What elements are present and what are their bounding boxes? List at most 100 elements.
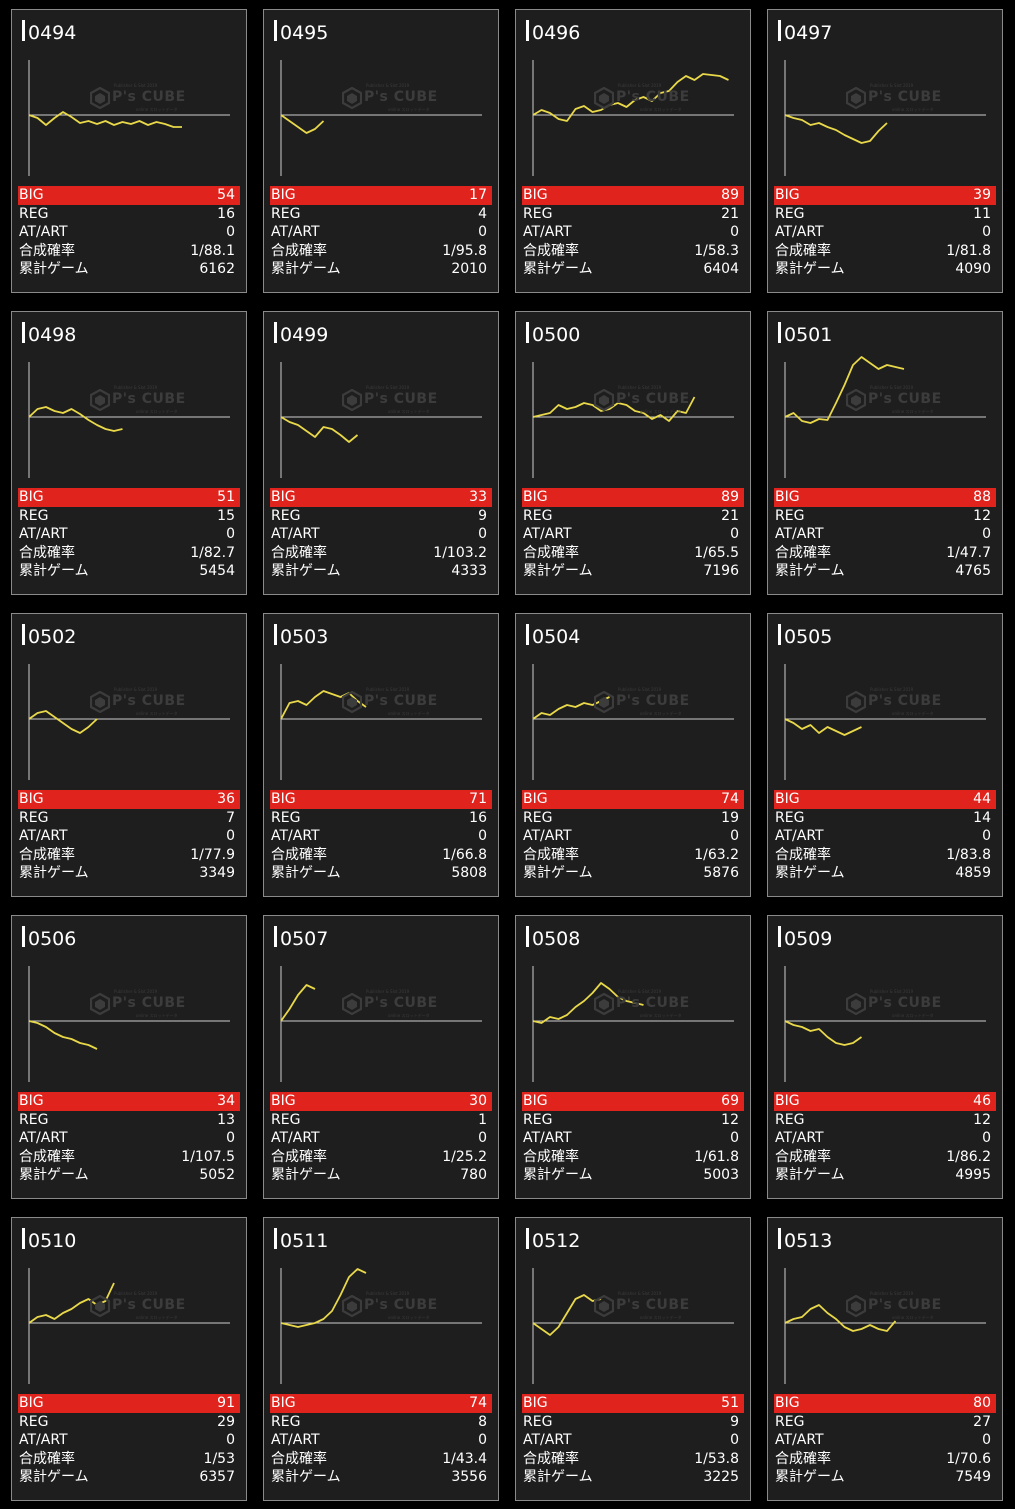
combined-prob-label: 合成確率 — [19, 544, 75, 561]
stats-table: BIG 71 REG 16 AT/ART 0 合成確率 1/66.8 累計ゲーム… — [270, 790, 492, 883]
machine-card-0494[interactable]: 0494 Publisher & Slot 2019 P's CUBE onli… — [11, 9, 247, 293]
graph-svg — [280, 362, 482, 478]
at-art-value: 0 — [982, 1432, 991, 1449]
machine-card-0504[interactable]: 0504 Publisher & Slot 2019 P's CUBE onli… — [515, 613, 751, 897]
machine-number: 0511 — [273, 1226, 328, 1256]
machine-number: 0507 — [273, 924, 328, 954]
combined-prob-value: 1/107.5 — [181, 1148, 235, 1165]
reg-row: REG 8 — [270, 1413, 492, 1432]
machine-card-0509[interactable]: 0509 Publisher & Slot 2019 P's CUBE onli… — [767, 915, 1003, 1199]
machine-card-0505[interactable]: 0505 Publisher & Slot 2019 P's CUBE onli… — [767, 613, 1003, 897]
total-games-label: 累計ゲーム — [523, 1469, 593, 1486]
at-art-row: AT/ART 0 — [18, 827, 240, 846]
machine-card-0512[interactable]: 0512 Publisher & Slot 2019 P's CUBE onli… — [515, 1217, 751, 1501]
reg-row: REG 9 — [522, 1413, 744, 1432]
machine-card-0508[interactable]: 0508 Publisher & Slot 2019 P's CUBE onli… — [515, 915, 751, 1199]
combined-prob-row: 合成確率 1/53 — [18, 1450, 240, 1469]
machine-card-0511[interactable]: 0511 Publisher & Slot 2019 P's CUBE onli… — [263, 1217, 499, 1501]
total-games-label: 累計ゲーム — [775, 261, 845, 278]
machine-number: 0513 — [777, 1226, 832, 1256]
big-label: BIG — [271, 791, 296, 807]
total-games-label: 累計ゲーム — [523, 261, 593, 278]
machine-card-0498[interactable]: 0498 Publisher & Slot 2019 P's CUBE onli… — [11, 311, 247, 595]
graph-svg — [784, 966, 986, 1082]
at-art-row: AT/ART 0 — [522, 525, 744, 544]
combined-prob-value: 1/81.8 — [946, 242, 991, 259]
machine-card-0503[interactable]: 0503 Publisher & Slot 2019 P's CUBE onli… — [263, 613, 499, 897]
combined-prob-value: 1/58.3 — [694, 242, 739, 259]
machine-card-0507[interactable]: 0507 Publisher & Slot 2019 P's CUBE onli… — [263, 915, 499, 1199]
at-art-row: AT/ART 0 — [774, 1431, 996, 1450]
reg-row: REG 13 — [18, 1111, 240, 1130]
combined-prob-label: 合成確率 — [271, 1148, 327, 1165]
reg-row: REG 4 — [270, 205, 492, 224]
machine-card-0496[interactable]: 0496 Publisher & Slot 2019 P's CUBE onli… — [515, 9, 751, 293]
stats-table: BIG 30 REG 1 AT/ART 0 合成確率 1/25.2 累計ゲーム … — [270, 1092, 492, 1185]
at-art-value: 0 — [226, 224, 235, 241]
big-value: 33 — [469, 489, 487, 505]
payout-line — [280, 984, 316, 1022]
combined-prob-label: 合成確率 — [523, 544, 579, 561]
machine-card-0497[interactable]: 0497 Publisher & Slot 2019 P's CUBE onli… — [767, 9, 1003, 293]
at-art-label: AT/ART — [775, 828, 824, 845]
big-value: 71 — [469, 791, 487, 807]
graph-svg — [784, 60, 986, 176]
stats-table: BIG 54 REG 16 AT/ART 0 合成確率 1/88.1 累計ゲーム… — [18, 186, 240, 279]
combined-prob-row: 合成確率 1/63.2 — [522, 846, 744, 865]
payout-graph: Publisher & Slot 2019 P's CUBE online スロ… — [768, 350, 1004, 484]
combined-prob-value: 1/25.2 — [442, 1148, 487, 1165]
machine-card-0513[interactable]: 0513 Publisher & Slot 2019 P's CUBE onli… — [767, 1217, 1003, 1501]
at-art-row: AT/ART 0 — [774, 223, 996, 242]
total-games-label: 累計ゲーム — [271, 261, 341, 278]
payout-line — [532, 696, 610, 720]
combined-prob-value: 1/53.8 — [694, 1450, 739, 1467]
machine-number: 0502 — [21, 622, 76, 652]
total-games-row: 累計ゲーム 3556 — [270, 1468, 492, 1487]
combined-prob-value: 1/77.9 — [190, 846, 235, 863]
total-games-label: 累計ゲーム — [19, 865, 89, 882]
at-art-value: 0 — [478, 1130, 487, 1147]
payout-line — [28, 111, 182, 128]
reg-label: REG — [523, 1111, 553, 1128]
combined-prob-label: 合成確率 — [523, 846, 579, 863]
at-art-label: AT/ART — [19, 526, 68, 543]
total-games-row: 累計ゲーム 3349 — [18, 864, 240, 883]
machine-card-0500[interactable]: 0500 Publisher & Slot 2019 P's CUBE onli… — [515, 311, 751, 595]
combined-prob-value: 1/82.7 — [190, 544, 235, 561]
reg-value: 12 — [973, 1111, 991, 1128]
payout-graph: Publisher & Slot 2019 P's CUBE online スロ… — [12, 1256, 248, 1390]
reg-row: REG 1 — [270, 1111, 492, 1130]
reg-row: REG 11 — [774, 205, 996, 224]
total-games-row: 累計ゲーム 5808 — [270, 864, 492, 883]
payout-graph: Publisher & Slot 2019 P's CUBE online スロ… — [768, 652, 1004, 786]
payout-graph: Publisher & Slot 2019 P's CUBE online スロ… — [264, 954, 500, 1088]
total-games-row: 累計ゲーム 4090 — [774, 260, 996, 279]
payout-line — [28, 710, 98, 734]
machine-number: 0496 — [525, 18, 580, 48]
total-games-label: 累計ゲーム — [523, 865, 593, 882]
payout-line — [784, 1020, 863, 1046]
machine-card-0510[interactable]: 0510 Publisher & Slot 2019 P's CUBE onli… — [11, 1217, 247, 1501]
machine-card-0506[interactable]: 0506 Publisher & Slot 2019 P's CUBE onli… — [11, 915, 247, 1199]
reg-label: REG — [775, 205, 805, 222]
big-row: BIG 74 — [522, 790, 744, 809]
reg-value: 13 — [217, 1111, 235, 1128]
big-value: 74 — [721, 791, 739, 807]
combined-prob-value: 1/103.2 — [433, 544, 487, 561]
total-games-row: 累計ゲーム 6357 — [18, 1468, 240, 1487]
payout-graph: Publisher & Slot 2019 P's CUBE online スロ… — [264, 48, 500, 182]
reg-row: REG 21 — [522, 507, 744, 526]
machine-card-0502[interactable]: 0502 Publisher & Slot 2019 P's CUBE onli… — [11, 613, 247, 897]
reg-row: REG 12 — [774, 1111, 996, 1130]
stats-table: BIG 89 REG 21 AT/ART 0 合成確率 1/58.3 累計ゲーム… — [522, 186, 744, 279]
combined-prob-value: 1/66.8 — [442, 846, 487, 863]
combined-prob-value: 1/47.7 — [946, 544, 991, 561]
graph-svg — [784, 664, 986, 780]
total-games-label: 累計ゲーム — [271, 1469, 341, 1486]
machine-card-0501[interactable]: 0501 Publisher & Slot 2019 P's CUBE onli… — [767, 311, 1003, 595]
payout-graph: Publisher & Slot 2019 P's CUBE online スロ… — [264, 652, 500, 786]
combined-prob-value: 1/95.8 — [442, 242, 487, 259]
combined-prob-label: 合成確率 — [19, 846, 75, 863]
machine-card-0499[interactable]: 0499 Publisher & Slot 2019 P's CUBE onli… — [263, 311, 499, 595]
machine-card-0495[interactable]: 0495 Publisher & Slot 2019 P's CUBE onli… — [263, 9, 499, 293]
